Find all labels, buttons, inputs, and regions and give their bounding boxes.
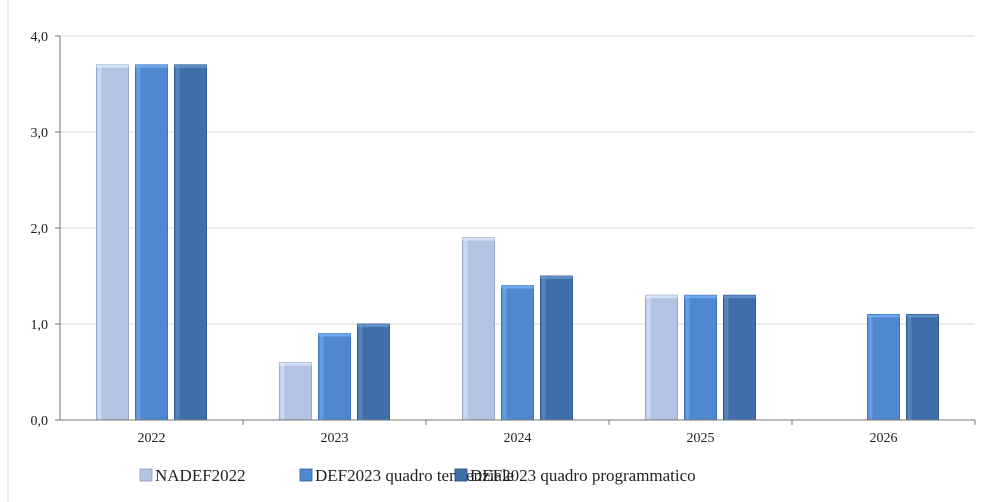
x-tick-label: 2026 bbox=[870, 431, 898, 446]
legend-swatch bbox=[454, 468, 468, 482]
x-tick-labels: 2022 2023 2024 2025 2026 bbox=[138, 431, 898, 446]
legend-item: DEF2023 quadro programmatico bbox=[454, 466, 696, 485]
bar bbox=[135, 64, 168, 421]
y-tick-label: 0,0 bbox=[31, 414, 49, 429]
bar bbox=[318, 333, 351, 421]
bars bbox=[96, 64, 939, 421]
bar bbox=[645, 294, 678, 421]
legend-swatch bbox=[139, 468, 153, 482]
bar bbox=[357, 323, 390, 421]
bar bbox=[723, 294, 756, 421]
bar bbox=[501, 285, 534, 421]
x-tick-label: 2024 bbox=[504, 431, 532, 446]
y-tick-label: 2,0 bbox=[31, 222, 49, 237]
legend-swatch bbox=[299, 468, 313, 482]
bar bbox=[462, 237, 495, 421]
x-tick-label: 2022 bbox=[138, 431, 166, 446]
legend-item: NADEF2022 bbox=[139, 466, 246, 485]
legend-label: NADEF2022 bbox=[155, 466, 246, 485]
y-axis bbox=[55, 35, 61, 421]
legend: NADEF2022 DEF2023 quadro tendenzialeDEF20… bbox=[139, 466, 696, 485]
bar bbox=[867, 313, 900, 421]
y-tick-label: 4,0 bbox=[31, 30, 49, 45]
x-tick-label: 2023 bbox=[321, 431, 349, 446]
bar bbox=[540, 275, 573, 421]
bar bbox=[906, 313, 939, 421]
y-tick-label: 1,0 bbox=[31, 318, 49, 333]
bar bbox=[174, 64, 207, 421]
y-tick-label: 3,0 bbox=[31, 126, 49, 141]
y-tick-labels: 0,0 1,0 2,0 3,0 4,0 bbox=[31, 30, 49, 429]
bar bbox=[279, 361, 312, 421]
legend-label: DEF2023 quadro programmatico bbox=[470, 466, 696, 485]
x-axis bbox=[60, 419, 976, 425]
bar bbox=[684, 294, 717, 421]
bar bbox=[96, 64, 129, 421]
x-tick-label: 2025 bbox=[687, 431, 715, 446]
